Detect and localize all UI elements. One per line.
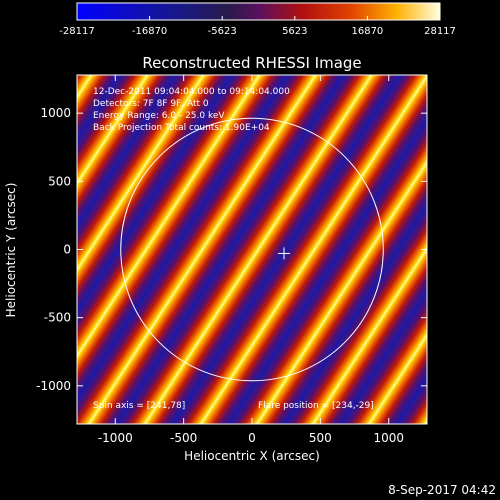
flare-position-marker — [277, 247, 290, 260]
colorbar-gradient — [76, 2, 441, 21]
plot-title: Reconstructed RHESSI Image — [142, 54, 361, 72]
x-tick-label: 0 — [248, 431, 256, 445]
annotation-time-range: 12-Dec-2011 09:04:04.000 to 09:14:04.000 — [93, 87, 290, 97]
annotation-block: 12-Dec-2011 09:04:04.000 to 09:14:04.000… — [93, 87, 290, 133]
y-tick-label: -500 — [44, 311, 71, 325]
annotation-energy-range: Energy Range: 6.0 - 25.0 keV — [93, 111, 225, 121]
colorbar-tick-label: -16870 — [132, 26, 167, 37]
x-tick-label: 1000 — [373, 431, 404, 445]
solar-limb-circle — [120, 117, 384, 382]
x-axis-label: Heliocentric X (arcsec) — [184, 449, 320, 463]
footer-timestamp: 8-Sep-2017 04:42 — [388, 483, 496, 497]
colorbar-tick-label: 28117 — [424, 26, 456, 37]
y-tick-label: 500 — [48, 174, 71, 188]
colorbar-tick-label: 5623 — [282, 26, 307, 37]
x-tick-label: 500 — [309, 431, 332, 445]
annotation-flare-position: Flare position = [234,-29] — [258, 401, 374, 411]
colorbar: -28117 -16870 -5623 5623 16870 28117 — [59, 2, 456, 37]
image-area — [77, 75, 427, 424]
colorbar-ticks: -28117 -16870 -5623 5623 16870 28117 — [59, 16, 456, 37]
x-tick-label: -500 — [170, 431, 197, 445]
x-tick-label: -1000 — [98, 431, 133, 445]
y-axis-label: Heliocentric Y (arcsec) — [4, 183, 18, 318]
colorbar-tick-label: 16870 — [351, 26, 383, 37]
annotation-spin-axis: Spin axis = [241,78] — [93, 401, 185, 411]
colorbar-tick-label: -5623 — [208, 26, 237, 37]
y-tick-label: -1000 — [36, 379, 71, 393]
y-tick-label: 0 — [63, 243, 71, 257]
x-axis-ticks: -1000 -500 0 500 1000 — [98, 75, 404, 445]
annotation-detectors: Detectors: 7F 8F 9F, Att 0 — [93, 99, 209, 109]
fringe-pattern — [77, 75, 427, 424]
y-tick-label: 1000 — [40, 106, 71, 120]
y-axis-ticks: 1000 500 0 -500 -1000 — [36, 106, 427, 393]
colorbar-tick-label: -28117 — [59, 26, 94, 37]
annotation-method-counts: Back Projection Total counts: 1.90E+04 — [93, 123, 270, 133]
